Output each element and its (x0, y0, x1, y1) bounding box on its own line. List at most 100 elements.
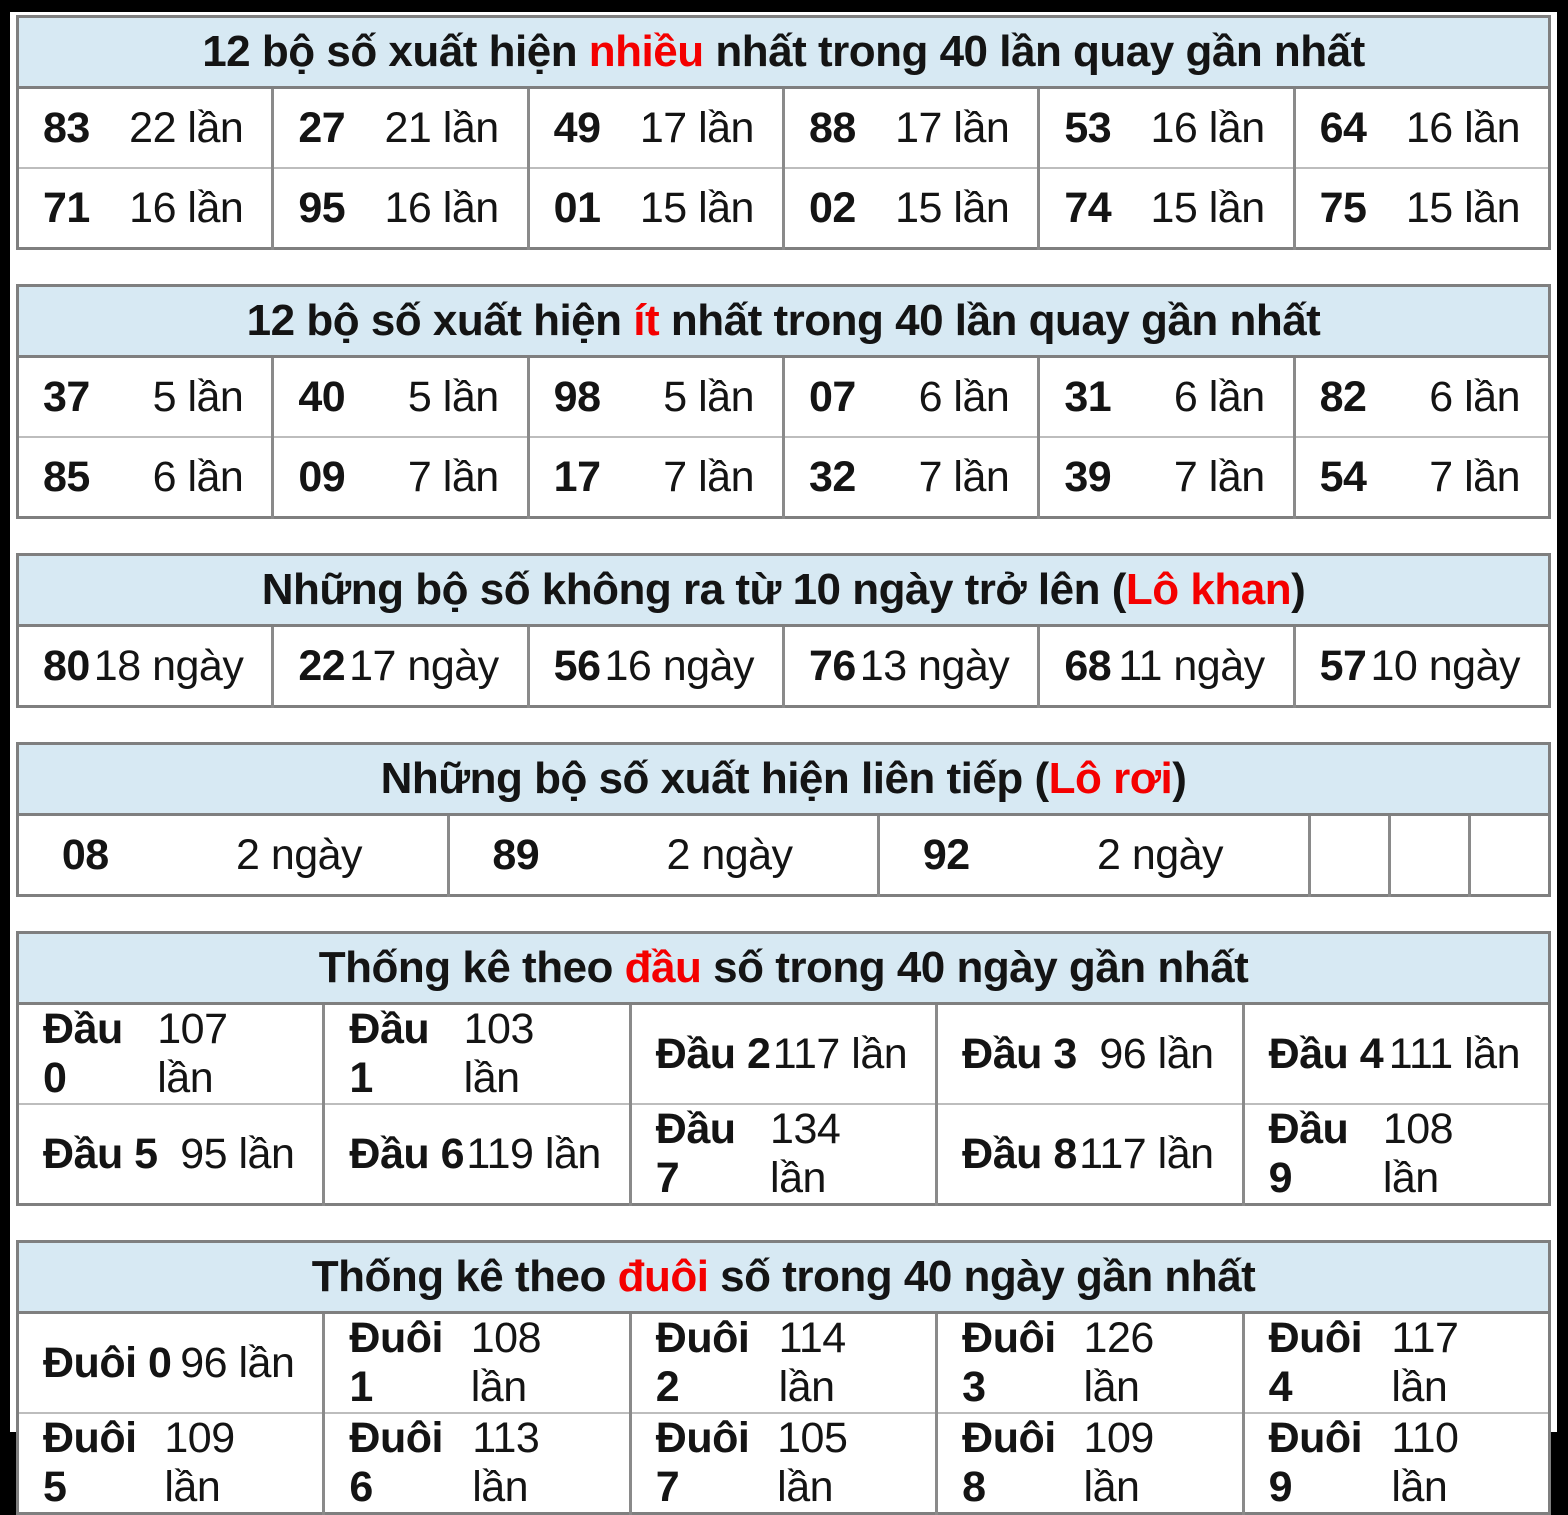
table-row: 08 2 ngày 89 2 ngày 92 2 ngày (18, 814, 1550, 896)
pair-number: 68 (1064, 641, 1112, 690)
stat-cell: 71 16 lần (17, 167, 273, 249)
digit-label: Đầu 8 (962, 1129, 1077, 1178)
digit-label: Đầu 9 (1268, 1105, 1349, 1202)
title-text: 12 bộ số xuất hiện (246, 296, 634, 345)
stat-cell: Đuôi 5 109 lần (17, 1412, 324, 1514)
title-text: 12 bộ số xuất hiện (202, 27, 589, 76)
table-row: Đuôi 0 96 lần Đuôi 1 108 lần Đuôi 2 114 lần… (18, 1312, 1550, 1414)
digit-count: 117 lần (1079, 1129, 1214, 1178)
stat-cell: 40 5 lần (271, 356, 529, 437)
digit-label: Đầu 4 (1268, 1029, 1384, 1078)
stat-cell: Đầu 6 119 lần (322, 1103, 631, 1205)
stat-cell: 09 7 lần (271, 436, 529, 518)
pair-number: 49 (553, 103, 601, 152)
pair-count: 16 lần (384, 183, 499, 232)
stat-cell: Đuôi 0 96 lần (18, 1313, 324, 1414)
stat-cell: 08 2 ngày (18, 815, 449, 896)
digit-count: 134 lần (770, 1105, 841, 1202)
title-accent: Lô khan (1125, 565, 1292, 614)
title-accent: đuôi (617, 1252, 709, 1301)
pair-count: 7 lần (1429, 452, 1520, 501)
stat-cell: Đầu 2 117 lần (628, 1003, 937, 1104)
digit-label: Đầu 6 (349, 1129, 464, 1178)
stat-cell: Đầu 5 95 lần (17, 1103, 324, 1205)
pair-number: 74 (1064, 183, 1112, 232)
stat-cell: Đuôi 8 109 lần (935, 1412, 1244, 1514)
pair-number: 75 (1319, 183, 1367, 232)
pair-count: 17 lần (895, 103, 1010, 152)
digit-count: 111 lần (1388, 1029, 1521, 1078)
pair-number: 39 (1064, 452, 1112, 501)
stat-cell: 49 17 lần (526, 87, 784, 168)
title-accent: ít (633, 296, 660, 345)
pair-number: 40 (298, 372, 346, 421)
title-text: Thống kê theo (311, 1252, 618, 1301)
digit-count: 108 lần (470, 1314, 542, 1411)
stat-cell: Đầu 4 111 lần (1241, 1003, 1550, 1104)
digit-label: Đầu 0 (43, 1005, 123, 1102)
days-count: 2 ngày (235, 830, 363, 879)
days-count: 16 ngày (604, 641, 754, 690)
digit-count: 113 lần (472, 1414, 540, 1511)
table-row: 83 22 lần 27 21 lần 49 17 lần 88 17 lần 53 16… (18, 87, 1550, 168)
stat-cell: 37 5 lần (18, 357, 273, 438)
pair-count: 6 lần (918, 372, 1010, 421)
digit-label: Đuôi 9 (1268, 1414, 1363, 1511)
stat-cell: 68 11 ngày (1037, 625, 1295, 707)
stat-cell: Đầu 3 96 lần (935, 1003, 1244, 1104)
stat-cell: Đầu 9 108 lần (1241, 1103, 1550, 1205)
digit-count: 108 lần (1382, 1105, 1454, 1202)
pair-number: 53 (1064, 103, 1112, 152)
pair-number: 54 (1319, 452, 1367, 501)
stat-cell: Đuôi 9 110 lần (1241, 1412, 1550, 1514)
days-count: 2 ngày (666, 830, 793, 879)
stat-cell: 82 6 lần (1292, 356, 1550, 437)
stat-cell: 31 6 lần (1037, 356, 1295, 437)
stat-cell: 64 16 lần (1292, 87, 1550, 168)
stat-cell: 95 16 lần (271, 167, 529, 249)
digit-count: 110 lần (1391, 1414, 1459, 1511)
digit-label: Đuôi 2 (655, 1314, 750, 1411)
stat-cell: 74 15 lần (1037, 167, 1295, 249)
stat-cell: Đầu 8 117 lần (935, 1103, 1244, 1205)
pair-number: 76 (808, 641, 856, 690)
empty-cell (1467, 814, 1550, 896)
pair-number: 01 (553, 183, 601, 232)
title-text: nhất trong 40 lần quay gần nhất (703, 27, 1365, 76)
stat-cell: Đầu 1 103 lần (322, 1003, 631, 1104)
days-count: 13 ngày (859, 641, 1010, 690)
digit-count: 119 lần (466, 1129, 601, 1178)
pair-number: 22 (298, 641, 346, 690)
digit-label: Đầu 7 (655, 1105, 736, 1202)
stat-cell: 02 15 lần (781, 167, 1039, 249)
duoi-stats-table: Thống kê theo đuôi số trong 40 ngày gần … (16, 1240, 1551, 1515)
title-text: số trong 40 ngày gần nhất (708, 1252, 1256, 1301)
most-frequent-title: 12 bộ số xuất hiện nhiều nhất trong 40 l… (17, 16, 1550, 89)
pair-count: 15 lần (895, 183, 1010, 232)
digit-count: 107 lần (157, 1005, 228, 1102)
table-row: Đầu 0 107 lần Đầu 1 103 lần Đầu 2 117 lần Đ… (18, 1003, 1550, 1104)
title-text: nhất trong 40 lần quay gần nhất (659, 296, 1321, 345)
digit-label: Đuôi 6 (349, 1414, 443, 1511)
title-text: Những bộ số xuất hiện liên tiếp ( (380, 754, 1050, 803)
stat-cell: 22 17 ngày (271, 625, 529, 707)
title-accent: Lô rơi (1048, 754, 1173, 803)
stat-cell: 07 6 lần (781, 356, 1039, 437)
pair-number: 08 (61, 830, 109, 879)
title-accent: nhiều (588, 27, 704, 76)
days-count: 10 ngày (1370, 641, 1520, 690)
table-row: 71 16 lần 95 16 lần 01 15 lần 02 15 lần 74 15… (17, 167, 1550, 249)
digit-label: Đuôi 3 (962, 1314, 1056, 1411)
stat-cell: 75 15 lần (1292, 167, 1550, 249)
stat-cell: 32 7 lần (781, 436, 1039, 518)
least-frequent-table: 12 bộ số xuất hiện ít nhất trong 40 lần … (16, 284, 1551, 519)
digit-count: 109 lần (1083, 1414, 1155, 1511)
lo-roi-title: Những bộ số xuất hiện liên tiếp (Lô rơi) (17, 743, 1550, 816)
pair-count: 15 lần (639, 183, 755, 232)
stat-cell: Đuôi 6 113 lần (322, 1412, 631, 1514)
stat-cell: Đuôi 7 105 lần (628, 1412, 937, 1514)
digit-count: 117 lần (1391, 1314, 1459, 1411)
digit-label: Đầu 3 (962, 1029, 1077, 1078)
stat-cell: 85 6 lần (17, 436, 273, 518)
digit-label: Đầu 1 (349, 1005, 430, 1102)
